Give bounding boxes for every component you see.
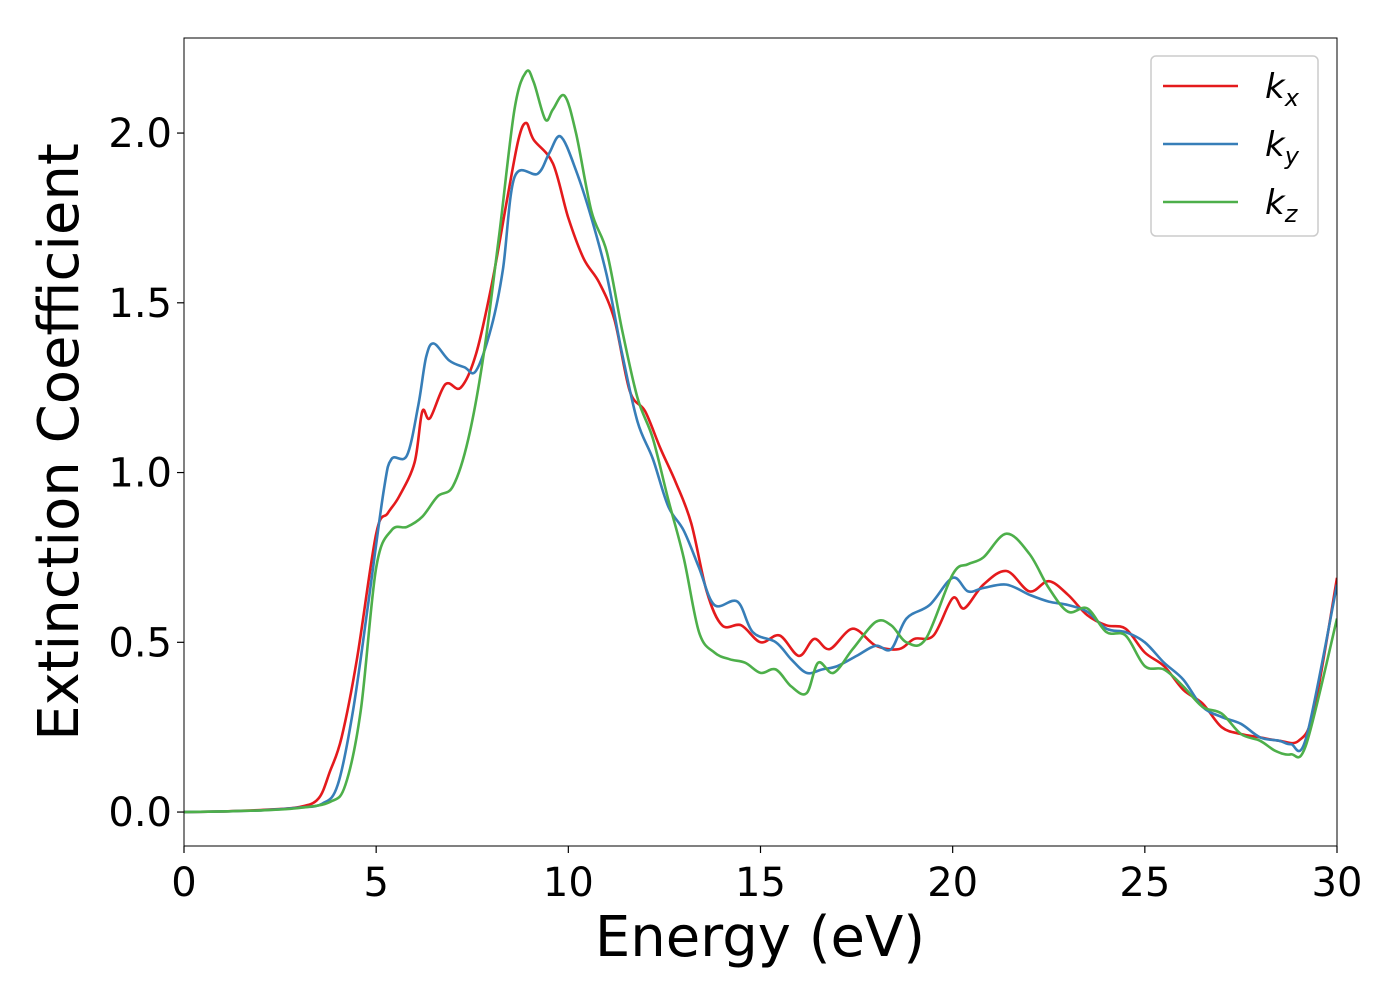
- x-tick-label: 30: [1312, 860, 1363, 906]
- y-tick-label: 1.5: [108, 281, 172, 327]
- x-tick-label: 20: [927, 860, 978, 906]
- y-tick-label: 0.5: [108, 620, 172, 666]
- y-tick-label: 0.0: [108, 790, 172, 836]
- legend-box: [1150, 55, 1319, 237]
- x-tick-label: 10: [543, 860, 594, 906]
- x-tick-label: 25: [1119, 860, 1170, 906]
- x-axis-label: Energy (eV): [595, 905, 925, 970]
- x-axis-ticks: 0 5 10 15 20 25 30: [171, 846, 1362, 906]
- plot-area: [184, 38, 1337, 846]
- series-line-kz: [184, 69, 1337, 814]
- x-tick-label: 5: [363, 860, 388, 906]
- x-tick-label: 15: [735, 860, 786, 906]
- series-lines: [184, 69, 1337, 814]
- y-axis-ticks: 0.0 0.5 1.0 1.5 2.0: [108, 111, 184, 836]
- y-tick-label: 2.0: [108, 111, 172, 157]
- series-line-ky: [184, 134, 1337, 814]
- y-axis-label: Extinction Coefficient: [27, 143, 92, 741]
- y-tick-label: 1.0: [108, 451, 172, 497]
- x-tick-label: 0: [171, 860, 196, 906]
